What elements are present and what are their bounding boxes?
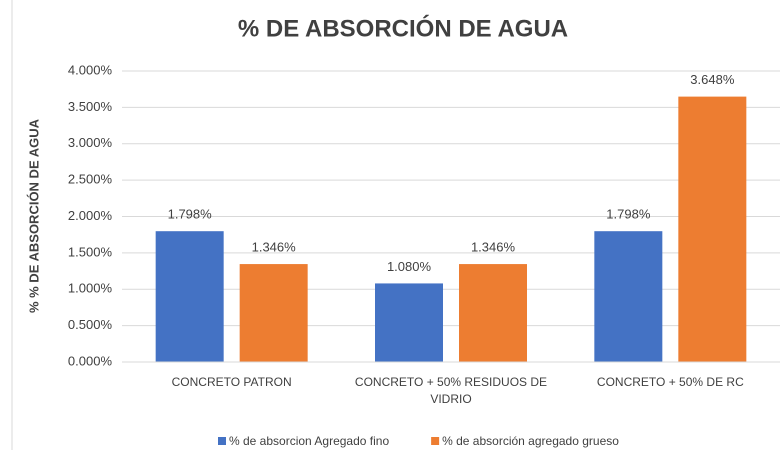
x-tick-label: CONCRETO + 50% RESIDUOS DE VIDRIO [354, 375, 548, 406]
bar [375, 283, 443, 362]
x-tick-label: CONCRETO PATRON [171, 375, 292, 389]
data-label: 1.346% [252, 240, 297, 255]
y-tick-label: 2.500% [68, 172, 113, 187]
legend-swatch [218, 437, 226, 445]
chart-title: % DE ABSORCIÓN DE AGUA [238, 14, 568, 42]
data-label: 1.798% [168, 207, 213, 222]
y-tick-label: 4.000% [68, 62, 113, 77]
bar [678, 96, 747, 362]
x-tick-label-box: CONCRETO + 50% DE RC [596, 375, 744, 389]
data-label: 3.648% [690, 72, 735, 87]
y-axis-label: % % DE ABSORCIÓN DE AGUA [26, 118, 41, 313]
y-tick-label: 3.500% [68, 99, 113, 114]
y-tick-label: 1.500% [68, 244, 113, 259]
bar [155, 231, 224, 362]
legend-label: % de absorción agregado grueso [442, 434, 619, 448]
bar [239, 264, 308, 362]
legend-swatch [431, 437, 440, 445]
x-tick-label-box: CONCRETO + 50% RESIDUOS DE VIDRIO [354, 375, 548, 406]
bar [594, 231, 663, 362]
y-tick-label: 2.000% [68, 208, 113, 223]
y-tick-label: 0.500% [68, 317, 113, 332]
y-tick-label: 3.000% [68, 135, 113, 150]
legend-label: % de absorcion Agregado fino [229, 434, 389, 448]
data-label: 1.798% [606, 207, 651, 222]
x-tick-label-box: CONCRETO PATRON [171, 375, 292, 389]
x-tick-label: CONCRETO + 50% DE RC [596, 375, 744, 389]
bar [459, 264, 527, 362]
y-tick-label: 0.000% [68, 353, 113, 368]
data-label: 1.080% [387, 259, 432, 274]
y-tick-label: 1.000% [68, 281, 113, 296]
data-label: 1.346% [471, 240, 516, 255]
